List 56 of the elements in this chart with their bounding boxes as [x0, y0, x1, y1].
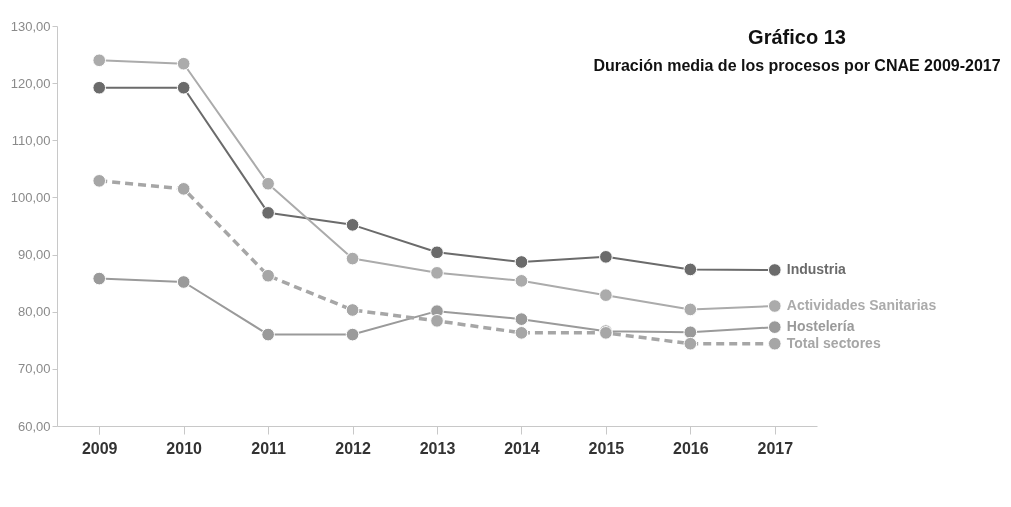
y-tick-label: 90,00 [17, 247, 51, 263]
x-tick-label: 2011 [251, 439, 287, 457]
point [345, 218, 360, 232]
point [683, 325, 698, 340]
point [430, 266, 444, 280]
x-tick-label: 2012 [335, 439, 371, 457]
point [261, 206, 275, 220]
series-label: Hostelería [786, 318, 855, 335]
point [514, 274, 529, 288]
y-tick-label: 70,00 [17, 361, 51, 377]
point [176, 275, 191, 289]
x-tick-label: 2017 [757, 439, 794, 457]
point [514, 255, 529, 269]
point [261, 268, 275, 283]
y-tick-label: 130,00 [10, 18, 51, 34]
y-tick-label: 80,00 [17, 304, 51, 320]
point [683, 336, 698, 351]
series-label: Industria [786, 261, 847, 277]
point [767, 320, 782, 334]
point [345, 303, 360, 317]
point [176, 80, 191, 95]
point [683, 262, 698, 277]
series-label: Total sectores [786, 334, 881, 351]
point [430, 245, 444, 260]
point [599, 288, 613, 302]
point [176, 182, 191, 196]
point [514, 312, 529, 326]
point [345, 327, 360, 342]
point [92, 174, 107, 188]
y-tick-label: 120,00 [10, 75, 51, 91]
point [430, 314, 444, 328]
x-tick-label: 2014 [504, 439, 540, 457]
point [345, 251, 360, 266]
y-tick-label: 60,00 [17, 418, 51, 434]
x-tick-label: 2013 [419, 439, 456, 457]
x-tick-label: 2009 [81, 439, 118, 457]
point [599, 250, 613, 264]
x-tick-label: 2016 [673, 439, 709, 457]
series-label: Actividades Sanitarias [786, 297, 937, 313]
chart-title: Gráfico 13 [748, 26, 846, 48]
point [683, 302, 698, 317]
text: Duración media de los procesos por CNAE 2009-2017 [593, 57, 1001, 74]
point [767, 299, 782, 313]
x-tick-label: 2010 [166, 439, 203, 457]
x-tick-label: 2015 [588, 439, 625, 457]
point [92, 53, 107, 68]
point [92, 271, 107, 286]
point [261, 176, 275, 191]
y-tick-label: 110,00 [11, 132, 51, 148]
point [767, 263, 782, 277]
y-tick-label: 100,00 [10, 189, 51, 205]
point [92, 80, 107, 95]
point [261, 327, 275, 342]
point [176, 56, 191, 71]
point [767, 336, 782, 351]
point [514, 326, 529, 340]
